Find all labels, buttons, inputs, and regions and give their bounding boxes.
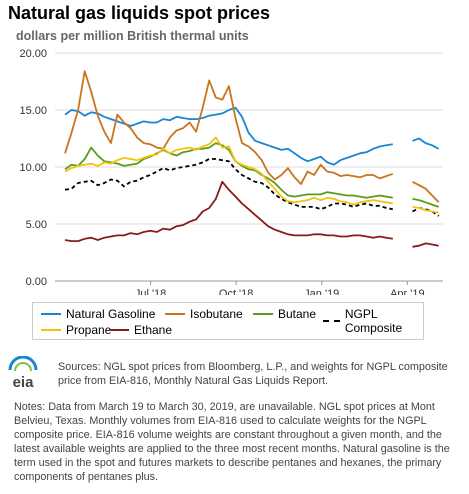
series-line-natural-gasoline (64, 106, 393, 166)
legend-item-ngpl-composite: NGPL Composite (323, 307, 423, 335)
series-line-propane (64, 136, 393, 206)
legend-label-ngpl-composite: NGPL Composite (344, 307, 403, 335)
y-tick-label: 10.00 (19, 162, 47, 174)
y-tick-label: 20.00 (19, 48, 47, 60)
legend-item-isobutane: Isobutane (165, 307, 243, 321)
legend-label-natural-gasoline: Natural Gasoline (66, 307, 156, 321)
y-tick-label: 5.00 (26, 219, 47, 231)
eia-logo-arc (8, 356, 38, 371)
series-line-ethane (412, 242, 439, 248)
legend-swatch-ngpl-composite (323, 320, 340, 322)
series-line-ngpl-composite (64, 158, 393, 211)
sources-note: Sources: NGL spot prices from Bloomberg,… (58, 361, 448, 387)
legend-label-ethane: Ethane (134, 323, 173, 337)
x-tick-label: Jan '19 (304, 288, 339, 295)
series-line-propane (412, 206, 439, 214)
legend-label-isobutane: Isobutane (190, 307, 243, 321)
legend-swatch-ethane (109, 329, 129, 331)
chart-title: Natural gas liquids spot prices (8, 3, 271, 23)
chart-subtitle: dollars per million British thermal unit… (16, 29, 249, 43)
series-line-natural-gasoline (412, 137, 440, 150)
legend-swatch-isobutane (165, 313, 185, 315)
series-line-ngpl-composite (412, 207, 440, 217)
y-tick-label: 15.00 (19, 105, 47, 117)
eia-logo-text: eia (13, 374, 35, 391)
legend-swatch-propane (41, 329, 61, 331)
chart-legend: Natural Gasoline Isobutane Butane NGPL C… (32, 302, 424, 340)
legend-label-propane: Propane (66, 323, 112, 337)
series-line-ethane (64, 180, 393, 243)
series-line-isobutane (64, 70, 394, 186)
legend-item-propane: Propane (41, 323, 111, 337)
eia-logo-arc-inner (14, 362, 32, 372)
line-chart: 0.00 5.00 10.00 15.00 20.00 Jul '18 Oct '18 Jan… (19, 48, 443, 295)
y-tick-label: 0.00 (26, 276, 47, 288)
series-line-isobutane (412, 180, 440, 203)
legend-item-ethane: Ethane (109, 323, 172, 337)
legend-swatch-natural-gasoline (41, 313, 61, 315)
legend-item-natural-gasoline: Natural Gasoline (41, 307, 155, 321)
series-line-butane (412, 198, 440, 208)
x-tick-label: Jul '18 (135, 288, 166, 295)
eia-logo: eia (8, 356, 38, 391)
notes-text: Notes: Data from March 19 to March 30, 2… (14, 401, 450, 483)
legend-label-butane: Butane (278, 307, 317, 321)
legend-item-butane: Butane (253, 307, 316, 321)
x-tick-label: Oct '18 (219, 288, 254, 295)
legend-swatch-butane (253, 313, 273, 315)
x-tick-label: Apr '19 (390, 288, 425, 295)
series-line-butane (64, 142, 393, 199)
